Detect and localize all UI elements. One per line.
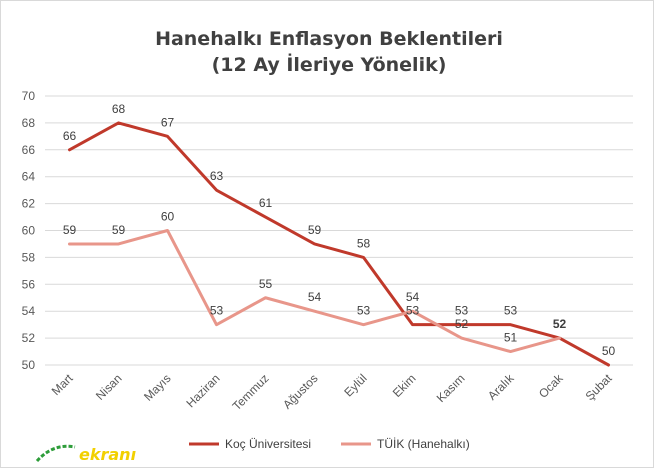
data-label: 54 bbox=[308, 290, 322, 304]
x-tick-label: Eylül bbox=[341, 371, 369, 399]
data-label: 59 bbox=[308, 223, 322, 237]
data-label: 67 bbox=[161, 115, 175, 129]
data-label: 68 bbox=[112, 102, 126, 116]
chart-subtitle: (12 Ay İleriye Yönelik) bbox=[212, 52, 447, 76]
chart-title: Hanehalkı Enflasyon Beklentileri bbox=[155, 28, 503, 50]
x-tick-label: Ocak bbox=[536, 371, 566, 401]
legend: Koç Üniversitesi TÜİK (Hanehalkı) bbox=[189, 437, 470, 451]
legend-label: TÜİK (Hanehalkı) bbox=[377, 437, 470, 451]
data-label: 61 bbox=[259, 196, 273, 210]
x-tick-label: Kasım bbox=[434, 371, 468, 405]
data-label: 53 bbox=[210, 304, 224, 318]
data-label: 50 bbox=[602, 344, 616, 358]
x-tick-label: Ekim bbox=[390, 371, 419, 400]
x-tick-label: Şubat bbox=[583, 371, 616, 404]
y-tick-label: 50 bbox=[22, 358, 36, 372]
data-label: 52 bbox=[553, 317, 567, 331]
data-label: 58 bbox=[357, 236, 371, 250]
y-tick-label: 68 bbox=[22, 116, 36, 130]
gridlines bbox=[45, 95, 633, 366]
x-tick-label: Nisan bbox=[93, 371, 125, 403]
y-tick-label: 70 bbox=[22, 89, 36, 103]
data-label: 51 bbox=[504, 331, 518, 345]
data-label: 59 bbox=[112, 223, 126, 237]
y-tick-label: 54 bbox=[22, 304, 36, 318]
series-line-0 bbox=[68, 121, 610, 367]
y-tick-label: 62 bbox=[22, 197, 36, 211]
y-tick-label: 52 bbox=[22, 331, 36, 345]
x-tick-label: Aralık bbox=[485, 371, 517, 403]
ekrani-logo: ekranı bbox=[35, 439, 155, 467]
data-label: 53 bbox=[406, 304, 420, 318]
legend-label: Koç Üniversitesi bbox=[225, 437, 311, 451]
x-tick-label: Ağustos bbox=[280, 371, 321, 412]
x-tick-label: Temmuz bbox=[230, 371, 272, 413]
y-tick-label: 66 bbox=[22, 143, 36, 157]
data-label: 59 bbox=[63, 223, 77, 237]
data-label: 53 bbox=[455, 304, 469, 318]
data-label: 52 bbox=[553, 317, 567, 331]
y-tick-label: 60 bbox=[22, 224, 36, 238]
data-label: 52 bbox=[455, 317, 469, 331]
logo-text: ekranı bbox=[79, 445, 137, 464]
data-label: 53 bbox=[357, 304, 371, 318]
x-tick-label: Mayıs bbox=[141, 371, 174, 404]
y-axis-ticks: 50 52 54 56 58 60 62 64 66 68 70 bbox=[22, 89, 36, 372]
series-lines bbox=[68, 121, 610, 367]
y-tick-label: 56 bbox=[22, 277, 36, 291]
data-label: 60 bbox=[161, 210, 175, 224]
y-tick-label: 58 bbox=[22, 250, 36, 264]
x-tick-label: Haziran bbox=[183, 371, 222, 410]
data-label: 66 bbox=[63, 129, 77, 143]
data-label: 63 bbox=[210, 169, 224, 183]
logo-swoosh-icon bbox=[35, 444, 76, 463]
x-tick-label: Mart bbox=[49, 371, 76, 398]
x-axis-ticks: Mart Nisan Mayıs Haziran Temmuz Ağustos Eylül E… bbox=[49, 371, 615, 414]
data-label: 55 bbox=[259, 277, 273, 291]
series-line-1 bbox=[68, 229, 561, 354]
y-tick-label: 64 bbox=[22, 170, 36, 184]
data-label: 54 bbox=[406, 290, 420, 304]
data-label: 53 bbox=[504, 304, 518, 318]
